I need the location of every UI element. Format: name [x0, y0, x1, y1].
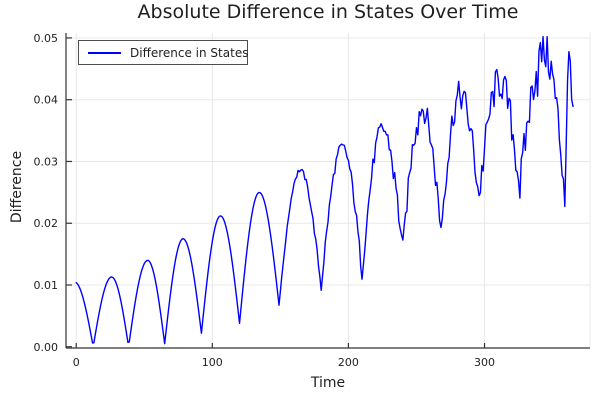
legend-line-sample [88, 51, 121, 54]
y-tick-label: 0.02 [34, 217, 59, 230]
x-tick-label: 100 [202, 356, 223, 369]
series-line [75, 36, 574, 345]
y-tick-label: 0.01 [34, 279, 59, 292]
x-axis-label: Time [310, 375, 346, 391]
y-tick-label: 0.00 [34, 341, 59, 354]
x-tick-label: 300 [474, 356, 495, 369]
y-tick-label: 0.04 [34, 94, 59, 107]
x-tick-label: 200 [338, 356, 359, 369]
chart-title: Absolute Difference in States Over Time [137, 1, 519, 23]
x-tick-label: 0 [73, 356, 80, 369]
y-tick-label: 0.03 [34, 155, 59, 168]
legend: Difference in States [78, 40, 248, 65]
legend-label: Difference in States [130, 45, 249, 60]
y-tick-label: 0.05 [34, 32, 59, 45]
